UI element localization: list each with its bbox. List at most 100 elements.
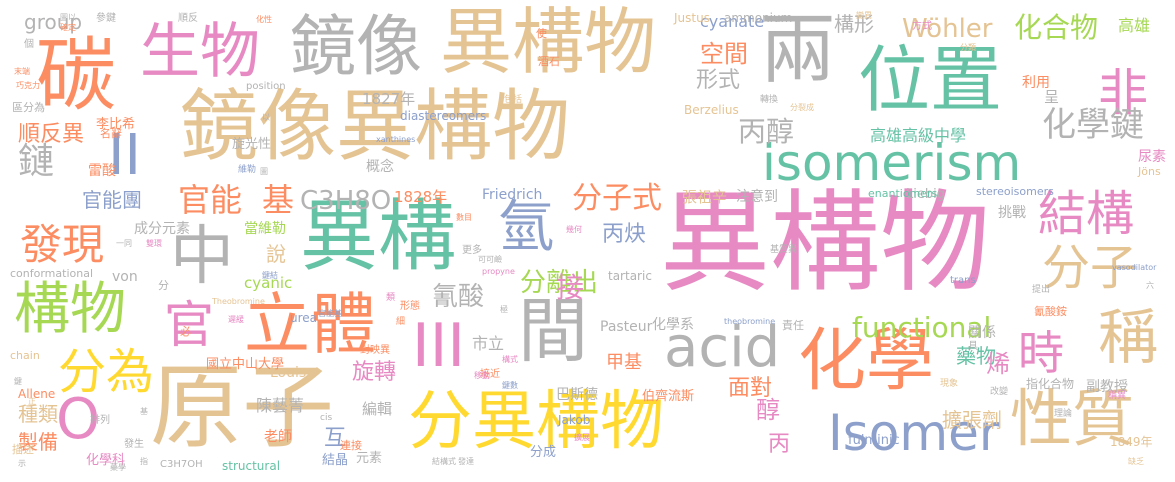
word: acid [664, 315, 781, 380]
word: 關係 [968, 325, 996, 341]
word: 區分為 [12, 101, 45, 114]
word: enantiomers [868, 187, 938, 200]
word: 以 [262, 113, 270, 122]
word: 連接 [340, 439, 362, 452]
word: 構式 [502, 355, 518, 364]
word: 使 [536, 27, 547, 40]
word: Allene [18, 387, 56, 401]
word: 分為 [58, 344, 155, 400]
word: 個 [24, 39, 34, 50]
word: 結晶 [322, 453, 349, 468]
word: 伯齊流斯 [642, 389, 695, 404]
word: urea [290, 311, 318, 325]
word: 面對 [728, 376, 773, 401]
word: Liebig [906, 187, 945, 202]
word: 藥物 [956, 344, 996, 368]
word: 順反異 [18, 122, 85, 147]
word: 化學鍵 [1042, 105, 1144, 145]
word: 轉換 [760, 95, 779, 105]
word: 高雄高級中學 [870, 126, 967, 145]
word: 鍵 [14, 377, 22, 386]
word: 鏡像 [290, 8, 422, 85]
word: chain [10, 349, 40, 362]
word: 接近 [480, 369, 500, 380]
word: 鍵數 [502, 381, 518, 390]
word: 巧克力 [16, 81, 40, 90]
word: 張祖辛 [682, 188, 728, 206]
word: 形態 [400, 301, 420, 312]
word: 擴展 [574, 433, 590, 442]
word: 市立 [472, 334, 505, 353]
word: stereoisomers [976, 185, 1054, 198]
word: 成分元素 [134, 221, 190, 237]
word: 基 [262, 181, 295, 219]
word: 鏈 [18, 141, 55, 182]
word: 異構物 [440, 0, 657, 84]
word: fulminic [848, 433, 900, 448]
word: 鏡像異構物 [180, 82, 571, 172]
word: cyanate [700, 12, 765, 31]
word: 氰酸 [432, 282, 485, 312]
word: 化學系 [652, 317, 694, 333]
word: propyne [482, 267, 515, 276]
word: 官 [164, 296, 214, 354]
word: 官能基 [318, 309, 342, 318]
word: isomerism [762, 134, 1022, 192]
word: 立體 [244, 286, 376, 363]
word: xanthines [376, 135, 416, 144]
word: Theobromine [212, 297, 265, 306]
word: 排列 [90, 415, 110, 426]
word: 理論 [1054, 409, 1073, 419]
word: 氰酸銨 [1034, 305, 1067, 318]
word: 1828年 [394, 188, 448, 206]
word: 異構 [300, 192, 457, 282]
word: 非 [1098, 64, 1148, 122]
word: 遲緩 [228, 315, 244, 324]
word: 接 [556, 271, 585, 304]
word: 雷酸 [88, 163, 116, 179]
word: 分裂成 [790, 103, 814, 112]
word: 具 [968, 341, 978, 352]
word: 丙醇 [738, 115, 795, 148]
word: position [246, 81, 286, 92]
word: 製備 [18, 430, 58, 454]
word: cis [320, 413, 333, 423]
word: C3H8O [300, 186, 392, 216]
word: 稱異 [1108, 391, 1127, 401]
word: 酒石 [538, 55, 560, 68]
word: Isomer [828, 404, 1000, 462]
word: 旋轉 [352, 360, 397, 385]
word: 空間 [700, 40, 748, 68]
word: conformational [10, 267, 94, 280]
word: C3H7OH [160, 459, 203, 470]
word: 包括 [504, 95, 523, 105]
word: 描述 [12, 443, 34, 456]
word: 副教授 [1086, 379, 1128, 395]
word: theobromine [724, 317, 776, 326]
word: 現象 [940, 379, 959, 389]
word: 圖 [260, 167, 268, 176]
word: 官能 [178, 181, 243, 219]
word: 利用 [1022, 75, 1050, 91]
word: 李比希 [96, 117, 136, 132]
word: 位置 [858, 38, 1003, 122]
word: 藥學 [110, 463, 126, 472]
word: 分子 [1042, 240, 1139, 296]
word: cyanic [244, 274, 293, 292]
word: 順反 [178, 13, 198, 24]
word: 注意到 [736, 189, 778, 205]
word: 結構式 [432, 457, 456, 466]
word: 基 [140, 407, 148, 416]
word: 碳 [36, 29, 116, 122]
word: Berzelius [684, 103, 739, 117]
word: 國立中山大學 [206, 357, 285, 372]
word: 元素 [356, 451, 383, 466]
word: 原子 [150, 354, 335, 461]
word: structural [222, 459, 281, 473]
word: 六 [1146, 281, 1154, 290]
word: 化合物 [1014, 11, 1099, 44]
word: 移動 [474, 371, 490, 380]
word: Friedrich [482, 187, 543, 203]
word: 分成 [530, 445, 557, 460]
